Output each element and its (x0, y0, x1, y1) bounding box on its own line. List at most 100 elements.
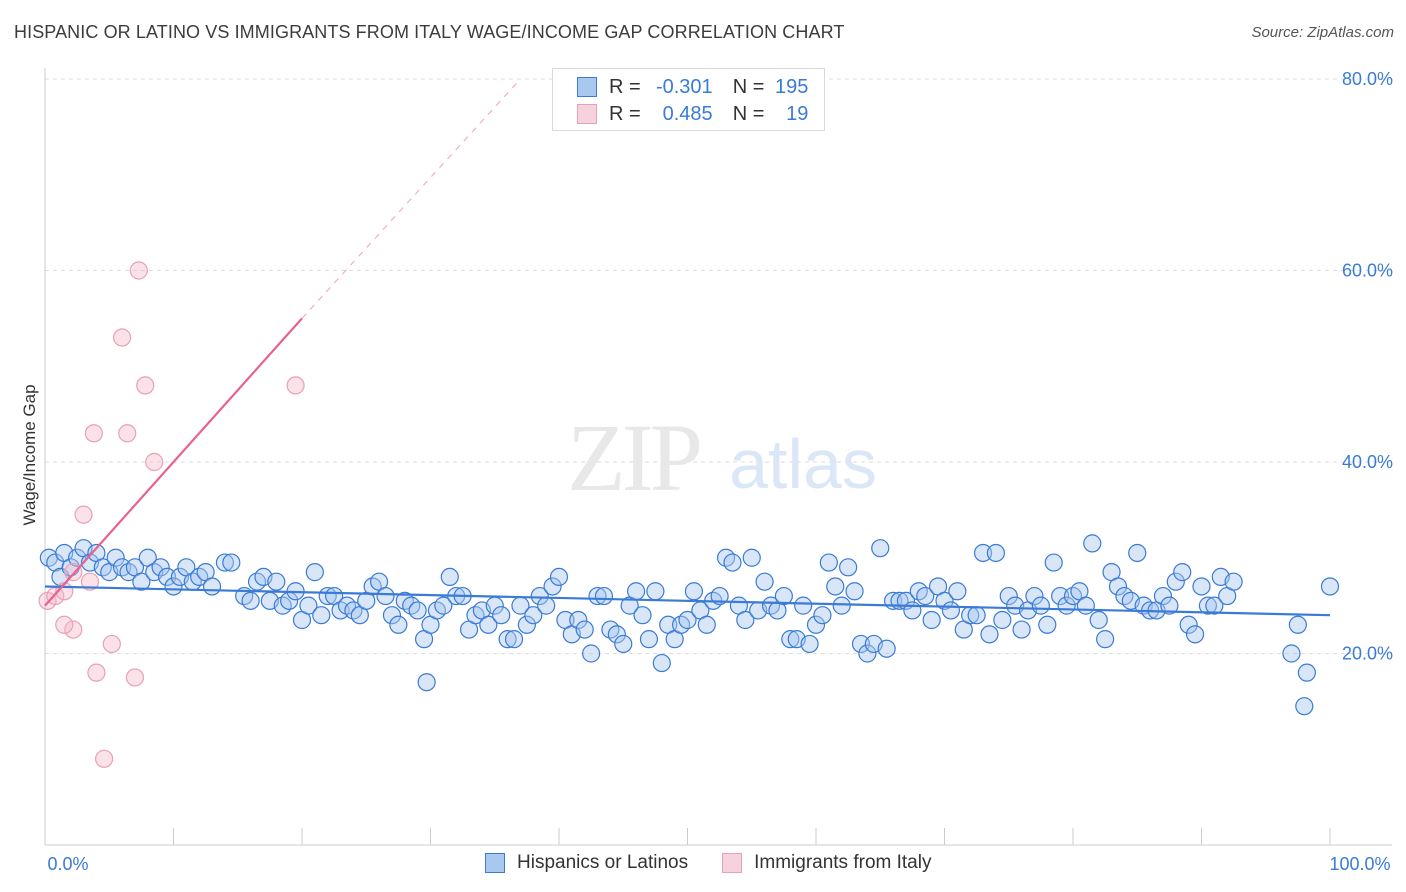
hispanic-point (305, 563, 324, 582)
hispanic-point (1282, 644, 1301, 663)
hispanic-point (1205, 596, 1224, 615)
hispanic-point (376, 586, 395, 606)
legend-label: Hispanics or Latinos (517, 852, 689, 873)
hispanic-point (916, 586, 935, 606)
legend-swatch-blue (485, 853, 505, 873)
hispanic-point (106, 548, 125, 567)
legend-item-hispanic: Hispanics or Latinos (485, 852, 688, 874)
hispanic-point (1089, 610, 1108, 630)
italy-point (64, 620, 83, 639)
hispanic-point (1012, 620, 1031, 639)
hispanic-point (312, 606, 331, 625)
italy-point (80, 572, 100, 591)
hispanic-point (549, 567, 569, 587)
hispanic-point (710, 586, 729, 606)
hispanic-point (935, 591, 954, 610)
hispanic-point (684, 582, 704, 601)
hispanic-point (408, 601, 427, 620)
legend-swatch-blue (577, 77, 597, 97)
r-value: 0.485 (662, 102, 713, 125)
legend-swatch-pink (577, 104, 597, 124)
hispanic-point (652, 653, 671, 673)
hispanic-point (267, 572, 286, 591)
hispanic-point (633, 606, 652, 625)
hispanic-point (800, 634, 819, 654)
hispanic-point (607, 625, 626, 644)
x-tick-labels: 0.0% 100.0% (47, 854, 1390, 874)
italy-point (136, 376, 155, 395)
hispanic-point (1224, 572, 1243, 591)
italy-point (102, 634, 121, 654)
r-label: R = (609, 75, 641, 98)
hispanic-point (517, 615, 536, 634)
hispanic-point (973, 543, 993, 563)
hispanic-point (1031, 596, 1050, 615)
r-label: R = (609, 102, 641, 125)
hispanic-point (626, 582, 646, 601)
hispanic-point (903, 601, 922, 620)
hispanic-point (614, 634, 633, 654)
hispanic-point (132, 572, 151, 591)
hispanic-point (1297, 663, 1316, 682)
hispanic-point (794, 596, 813, 615)
hispanic-point (1160, 596, 1179, 615)
hispanic-point (215, 553, 234, 572)
hispanic-point (736, 610, 755, 630)
hispanic-point (498, 630, 517, 649)
y-tick-label: 40.0% (1342, 452, 1393, 472)
hispanic-point (813, 606, 832, 625)
gridlines (45, 78, 1392, 654)
hispanic-point (871, 539, 890, 558)
hispanic-point (1083, 534, 1102, 553)
hispanic-point (839, 558, 858, 577)
hispanic-point (537, 596, 556, 615)
italy-point (84, 424, 103, 443)
hispanic-point (1153, 586, 1173, 606)
x-tick-label: 100.0% (1329, 854, 1390, 874)
hispanic-point (1185, 625, 1205, 644)
y-tick-label: 20.0% (1342, 644, 1393, 664)
hispanic-point (742, 548, 761, 567)
hispanic-point (382, 606, 402, 625)
legend-row-hispanic: R = -0.301 N = 195 (577, 75, 808, 99)
hispanic-point (774, 586, 793, 606)
source-label: Source: ZipAtlas.com (1251, 24, 1394, 41)
r-value: -0.301 (655, 75, 713, 98)
hispanic-point (164, 577, 183, 596)
series-legend: Hispanics or Latinos Immigrants from Ita… (485, 852, 965, 874)
italy-point (286, 376, 305, 395)
hispanic-point (1166, 572, 1185, 591)
hispanic-point (1173, 563, 1192, 582)
hispanic-point (851, 634, 871, 654)
hispanic-point (524, 606, 543, 625)
n-value: 19 (786, 102, 809, 125)
trend-lines (44, 78, 1331, 617)
italy-point (74, 505, 93, 524)
hispanic-point (202, 577, 222, 596)
italy-point (95, 749, 114, 768)
italy-point (118, 424, 137, 443)
hispanic-point (1179, 615, 1198, 634)
italy-point (125, 668, 145, 687)
hispanic-point (832, 596, 851, 615)
hispanic-point (1044, 553, 1063, 572)
y-tick-label: 60.0% (1342, 261, 1393, 281)
hispanic-point (151, 558, 170, 577)
hispanic-point (639, 630, 659, 649)
hispanic-point (646, 582, 665, 601)
hispanic-point (1025, 586, 1044, 606)
hispanic-point (1051, 586, 1070, 606)
hispanic-point (504, 630, 524, 649)
n-label: N = (732, 102, 765, 125)
legend-row-italy: R = 0.485 N = 19 (577, 102, 808, 126)
italy-point (55, 615, 74, 634)
hispanic-point (723, 553, 742, 572)
hispanic-point (1288, 615, 1307, 634)
hispanic-point (575, 620, 594, 639)
y-tick-labels: 20.0% 40.0% 60.0% 80.0% (1342, 69, 1393, 664)
hispanic-point (980, 625, 999, 644)
hispanic-point (582, 644, 601, 663)
y-tick-label: 80.0% (1342, 69, 1393, 89)
legend-item-italy: Immigrants from Italy (722, 852, 931, 874)
